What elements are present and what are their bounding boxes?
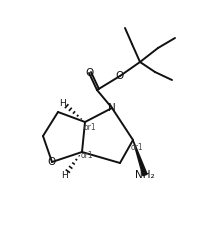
Text: N: N (108, 103, 116, 113)
Text: O: O (116, 71, 124, 81)
Text: or1: or1 (131, 144, 143, 152)
Text: H: H (60, 98, 66, 108)
Polygon shape (133, 140, 147, 176)
Text: O: O (48, 157, 56, 167)
Text: NH₂: NH₂ (135, 170, 155, 180)
Text: or1: or1 (84, 124, 96, 132)
Text: or1: or1 (81, 151, 93, 161)
Text: O: O (85, 68, 93, 78)
Text: H: H (62, 170, 68, 180)
